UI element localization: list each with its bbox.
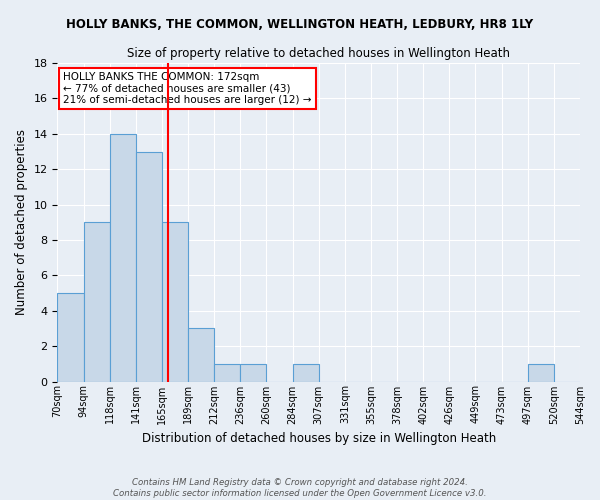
Y-axis label: Number of detached properties: Number of detached properties — [15, 130, 28, 316]
Bar — [214, 364, 241, 382]
Bar — [83, 222, 110, 382]
Text: HOLLY BANKS THE COMMON: 172sqm
← 77% of detached houses are smaller (43)
21% of : HOLLY BANKS THE COMMON: 172sqm ← 77% of … — [63, 72, 311, 105]
Bar — [136, 152, 162, 382]
Bar — [241, 364, 266, 382]
Bar — [528, 364, 554, 382]
Bar — [188, 328, 214, 382]
X-axis label: Distribution of detached houses by size in Wellington Heath: Distribution of detached houses by size … — [142, 432, 496, 445]
Bar — [293, 364, 319, 382]
Title: Size of property relative to detached houses in Wellington Heath: Size of property relative to detached ho… — [127, 48, 510, 60]
Bar — [58, 293, 83, 382]
Bar — [162, 222, 188, 382]
Bar — [110, 134, 136, 382]
Text: HOLLY BANKS, THE COMMON, WELLINGTON HEATH, LEDBURY, HR8 1LY: HOLLY BANKS, THE COMMON, WELLINGTON HEAT… — [67, 18, 533, 30]
Text: Contains HM Land Registry data © Crown copyright and database right 2024.
Contai: Contains HM Land Registry data © Crown c… — [113, 478, 487, 498]
